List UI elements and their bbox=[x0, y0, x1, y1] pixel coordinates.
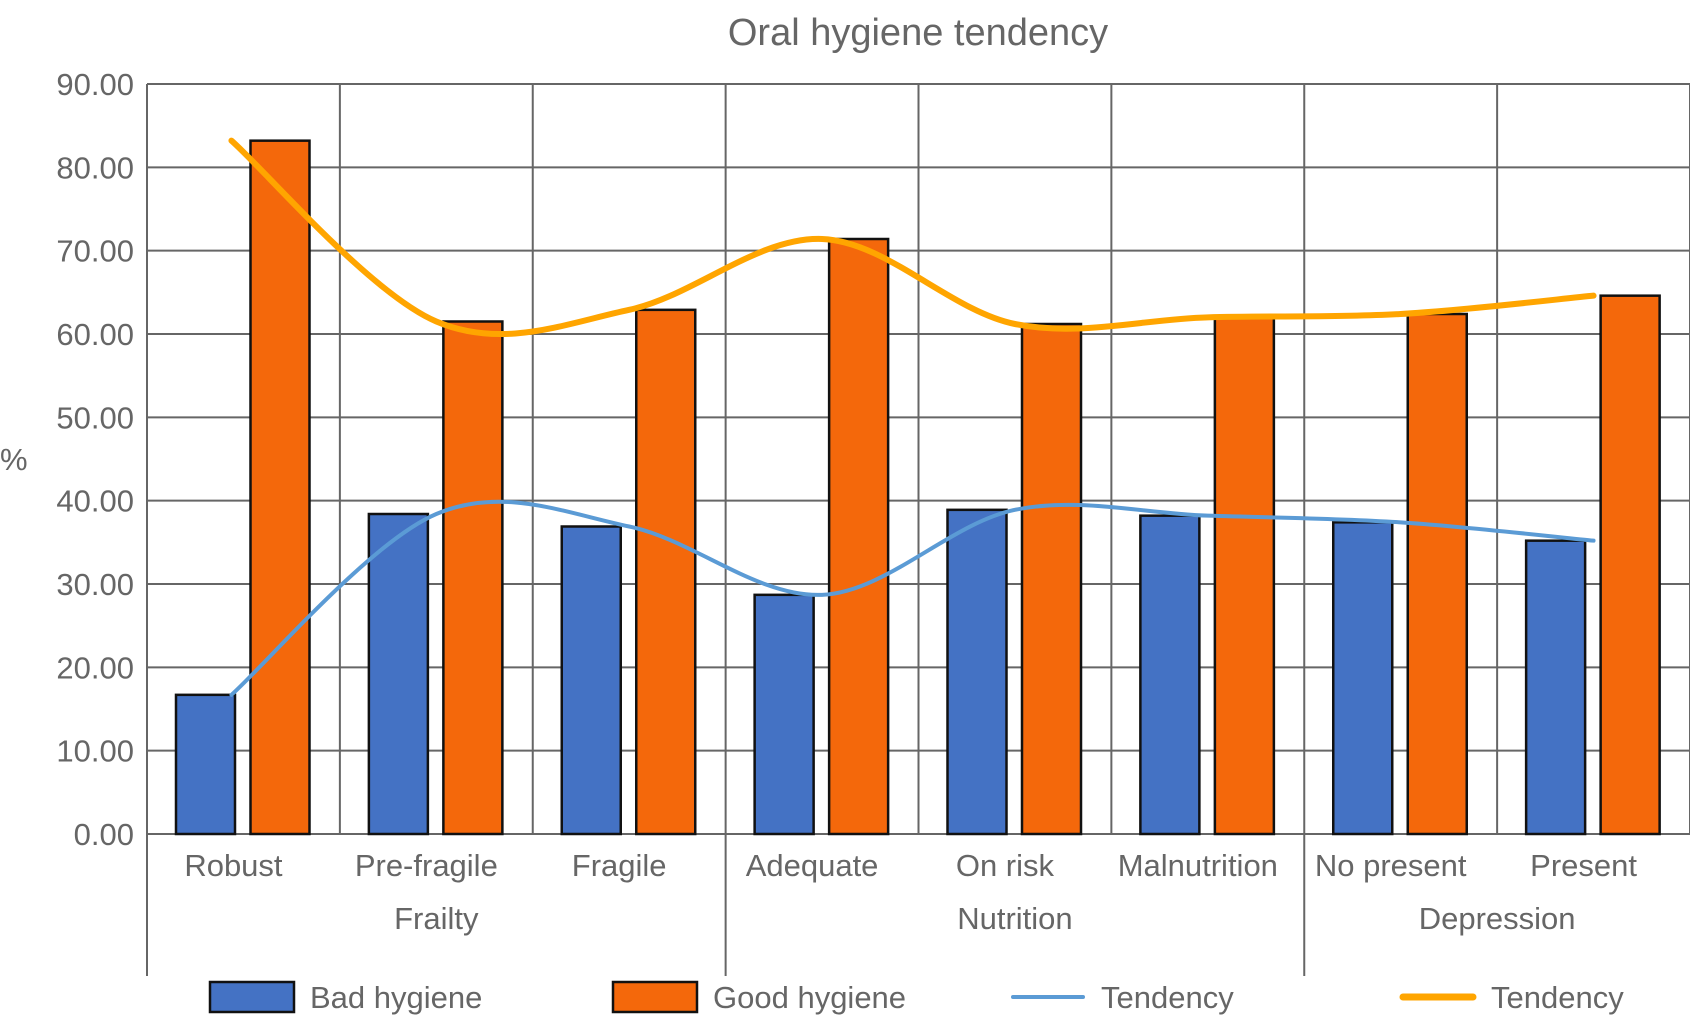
bars bbox=[174, 139, 1661, 836]
bar-bad-hygiene bbox=[560, 525, 622, 836]
category-label: Fragile bbox=[572, 848, 667, 883]
bar-good-hygiene bbox=[1599, 294, 1661, 836]
category-label: Adequate bbox=[746, 848, 879, 883]
bar-bad-hygiene bbox=[1524, 539, 1587, 836]
y-tick-label: 90.00 bbox=[56, 67, 134, 102]
category-label: Present bbox=[1530, 848, 1637, 883]
trend-line-bad-hygiene bbox=[229, 499, 1596, 697]
category-label: Malnutrition bbox=[1118, 848, 1278, 883]
trend-line-good-hygiene bbox=[228, 137, 1597, 338]
bar-good-hygiene bbox=[635, 308, 697, 836]
bar-bad-hygiene bbox=[753, 593, 815, 836]
legend-label: Bad hygiene bbox=[310, 980, 482, 1015]
bar-good-hygiene bbox=[442, 320, 504, 836]
group-label: Depression bbox=[1419, 901, 1576, 936]
bar-good-hygiene bbox=[1406, 312, 1468, 836]
legend-label: Tendency bbox=[1491, 980, 1624, 1015]
category-label: On risk bbox=[956, 848, 1055, 883]
legend-label: Good hygiene bbox=[713, 980, 906, 1015]
y-tick-label: 70.00 bbox=[56, 234, 134, 269]
group-labels: Frailty Nutrition Depression bbox=[394, 901, 1575, 936]
bar-bad-hygiene bbox=[1139, 514, 1201, 836]
y-tick-label: 20.00 bbox=[56, 650, 134, 685]
y-tick-label: 0.00 bbox=[74, 817, 134, 852]
bar-good-hygiene bbox=[249, 139, 311, 836]
y-tick-label: 50.00 bbox=[56, 400, 134, 435]
category-label: Pre-fragile bbox=[355, 848, 498, 883]
category-labels: Robust Pre-fragile Fragile Adequate On risk M… bbox=[184, 848, 1637, 883]
category-label: Robust bbox=[184, 848, 283, 883]
chart-title: Oral hygiene tendency bbox=[728, 12, 1108, 54]
legend-swatch-bad-hygiene bbox=[208, 980, 296, 1014]
bar-bad-hygiene bbox=[1332, 521, 1394, 836]
bar-good-hygiene bbox=[827, 237, 890, 836]
bar-good-hygiene bbox=[1213, 316, 1276, 836]
bar-bad-hygiene bbox=[946, 508, 1008, 836]
legend: Bad hygiene Good hygiene Tendency Tendency bbox=[208, 980, 1624, 1015]
group-label: Frailty bbox=[394, 901, 479, 936]
legend-swatch-good-hygiene bbox=[611, 980, 699, 1014]
category-label: No present bbox=[1315, 848, 1467, 883]
group-label: Nutrition bbox=[957, 901, 1072, 936]
y-tick-label: 60.00 bbox=[56, 317, 134, 352]
y-tick-label: 10.00 bbox=[56, 734, 134, 769]
y-tick-label: 80.00 bbox=[56, 150, 134, 185]
trend-lines bbox=[228, 137, 1597, 697]
y-tick-label: 30.00 bbox=[56, 567, 134, 602]
legend-label: Tendency bbox=[1101, 980, 1234, 1015]
y-axis-ticks: 0.00 10.00 20.00 30.00 40.00 50.00 60.00 70.00 8… bbox=[56, 67, 134, 852]
gridlines bbox=[146, 83, 1690, 976]
y-tick-label: 40.00 bbox=[56, 484, 134, 519]
bar-bad-hygiene bbox=[367, 512, 430, 836]
bar-good-hygiene bbox=[1020, 322, 1083, 836]
bar-bad-hygiene bbox=[174, 693, 237, 836]
y-axis-label: % bbox=[0, 442, 28, 477]
